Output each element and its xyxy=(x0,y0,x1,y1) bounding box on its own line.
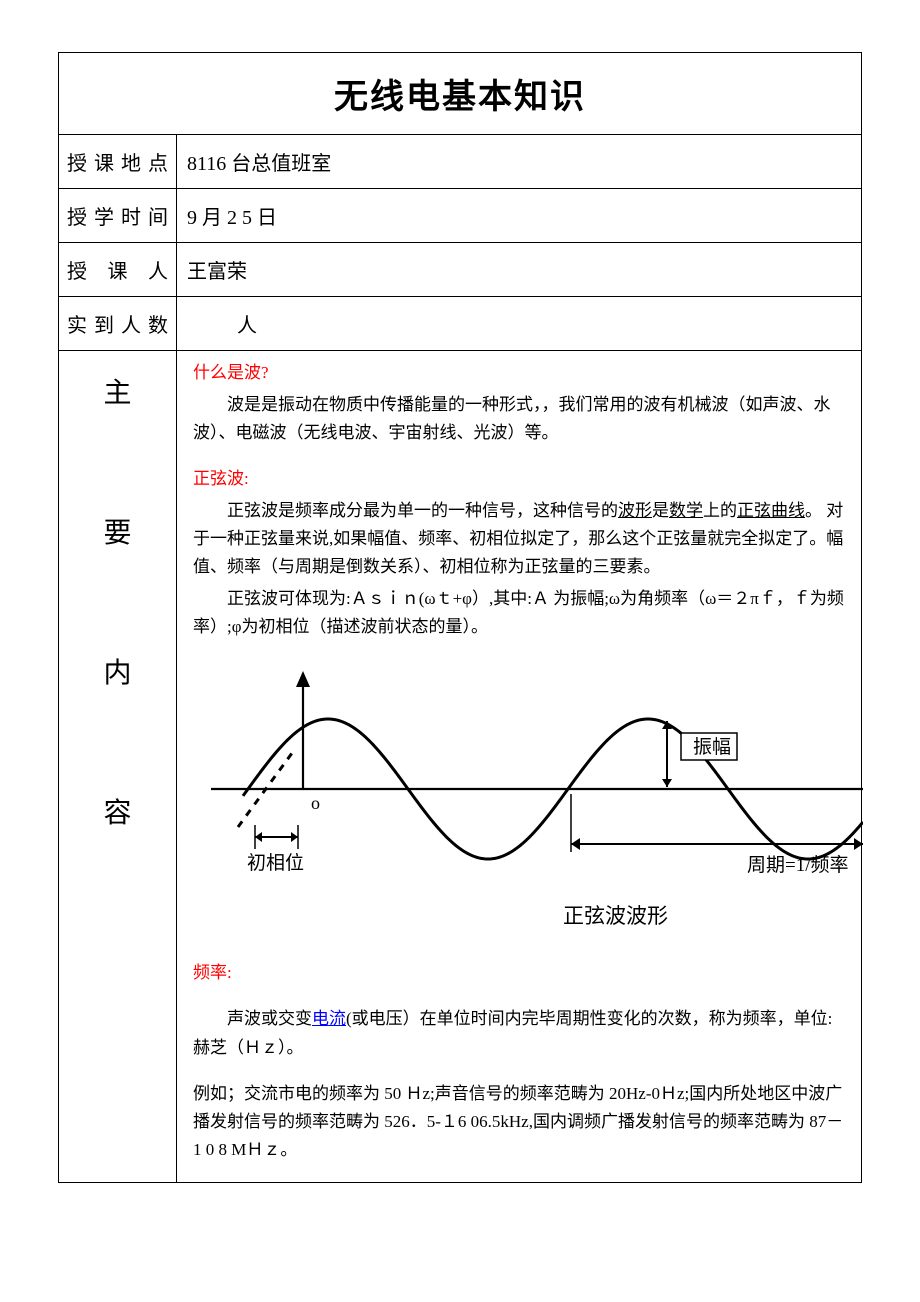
label-location: 授课地点 xyxy=(59,135,177,189)
paragraph-freq-1: 声波或交变电流(或电压）在单位时间内完毕周期性变化的次数，称为频率，单位:赫芝（… xyxy=(193,1005,845,1061)
value-location: 8116 台总值班室 xyxy=(177,135,862,189)
row-attendance: 实到人数 人 xyxy=(59,297,862,351)
label-time: 授学时间 xyxy=(59,189,177,243)
freq-txt-a: 声波或交变 xyxy=(227,1009,312,1028)
value-teacher: 王富荣 xyxy=(177,243,862,297)
label-attendance: 实到人数 xyxy=(59,297,177,351)
row-teacher: 授 课 人 王富荣 xyxy=(59,243,862,297)
side-char-4: 容 xyxy=(59,791,176,831)
side-char-3: 内 xyxy=(59,651,176,691)
title-cell: 无线电基本知识 xyxy=(59,53,862,135)
svg-text:振幅: 振幅 xyxy=(693,736,731,758)
sine-wave-svg: o 初相位 振幅周期=1/频率正弦波波形 xyxy=(193,659,863,949)
sine-txt-c: 是 xyxy=(652,501,669,520)
section-title-wave: 什么是波? xyxy=(193,359,845,387)
content-cell: 什么是波? 波是是振动在物质中传播能量的一种形式，，我们常用的波有机械波（如声波… xyxy=(177,351,862,1183)
lesson-document-table: 无线电基本知识 授课地点 8116 台总值班室 授学时间 9 月 2 5 日 授… xyxy=(58,52,862,1183)
section-title-frequency: 频率: xyxy=(193,959,845,987)
value-time: 9 月 2 5 日 xyxy=(177,189,862,243)
svg-text:正弦波波形: 正弦波波形 xyxy=(563,904,668,928)
sine-underline-waveform: 波形 xyxy=(618,501,652,520)
section-title-sine: 正弦波: xyxy=(193,465,845,493)
doc-title: 无线电基本知识 xyxy=(334,79,586,116)
sine-wave-diagram: o初相位振幅周期=1/频率正弦波波形 xyxy=(193,659,845,949)
side-label-main-content: 主 要 内 容 xyxy=(59,351,177,1183)
spacer xyxy=(193,451,845,461)
sine-txt-e: 上的 xyxy=(703,501,737,520)
sine-underline-sinecurve: 正弦曲线 xyxy=(737,501,805,520)
row-time: 授学时间 9 月 2 5 日 xyxy=(59,189,862,243)
paragraph-wave: 波是是振动在物质中传播能量的一种形式，，我们常用的波有机械波（如声波、水波）、电… xyxy=(193,391,845,447)
svg-text:初相位: 初相位 xyxy=(247,852,304,874)
link-current[interactable]: 电流 xyxy=(312,1009,346,1028)
row-location: 授课地点 8116 台总值班室 xyxy=(59,135,862,189)
label-teacher: 授 课 人 xyxy=(59,243,177,297)
side-char-1: 主 xyxy=(59,371,176,411)
svg-text:o: o xyxy=(311,793,320,813)
sine-txt-a: 正弦波是频率成分最为单一的一种信号，这种信号的 xyxy=(227,501,618,520)
spacer xyxy=(193,991,845,1001)
paragraph-sine-2: 正弦波可体现为:Ａｓｉｎ(ωｔ+φ）,其中:Ａ 为振幅;ω为角频率（ω＝２πｆ，… xyxy=(193,585,845,641)
row-content: 主 要 内 容 什么是波? 波是是振动在物质中传播能量的一种形式，，我们常用的波… xyxy=(59,351,862,1183)
paragraph-sine-1: 正弦波是频率成分最为单一的一种信号，这种信号的波形是数学上的正弦曲线。 对于一种… xyxy=(193,497,845,581)
paragraph-freq-2: 例如；交流市电的频率为 50 Ｈz;声音信号的频率范畴为 20Hz-0Ｈz;国内… xyxy=(193,1080,845,1164)
value-attendance: 人 xyxy=(177,297,862,351)
svg-text:周期=1/频率: 周期=1/频率 xyxy=(747,854,849,876)
sine-underline-math: 数学 xyxy=(669,501,703,520)
side-char-2: 要 xyxy=(59,511,176,551)
spacer xyxy=(193,1066,845,1076)
